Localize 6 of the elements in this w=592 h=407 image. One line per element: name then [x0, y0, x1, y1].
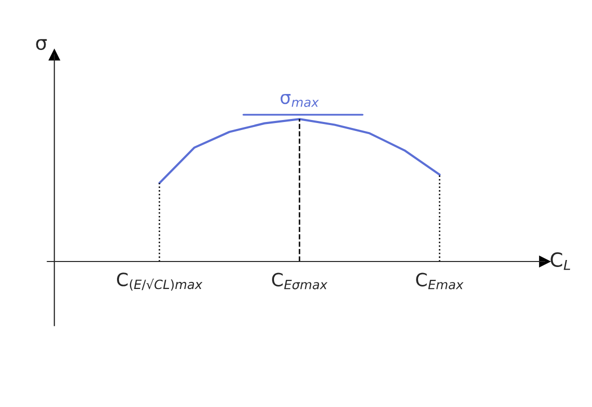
x-tick-label: C$_{(E/√CL)max}$ [117, 272, 202, 291]
x-tick-label: C$_{Emax}$ [416, 272, 464, 290]
x-axis-title: C$_{L}$ [550, 252, 570, 270]
x-tick-label: C$_{Eσmax}$ [272, 272, 328, 290]
annotation: σ$_{max}$ [280, 94, 319, 107]
text: σ [36, 39, 47, 50]
